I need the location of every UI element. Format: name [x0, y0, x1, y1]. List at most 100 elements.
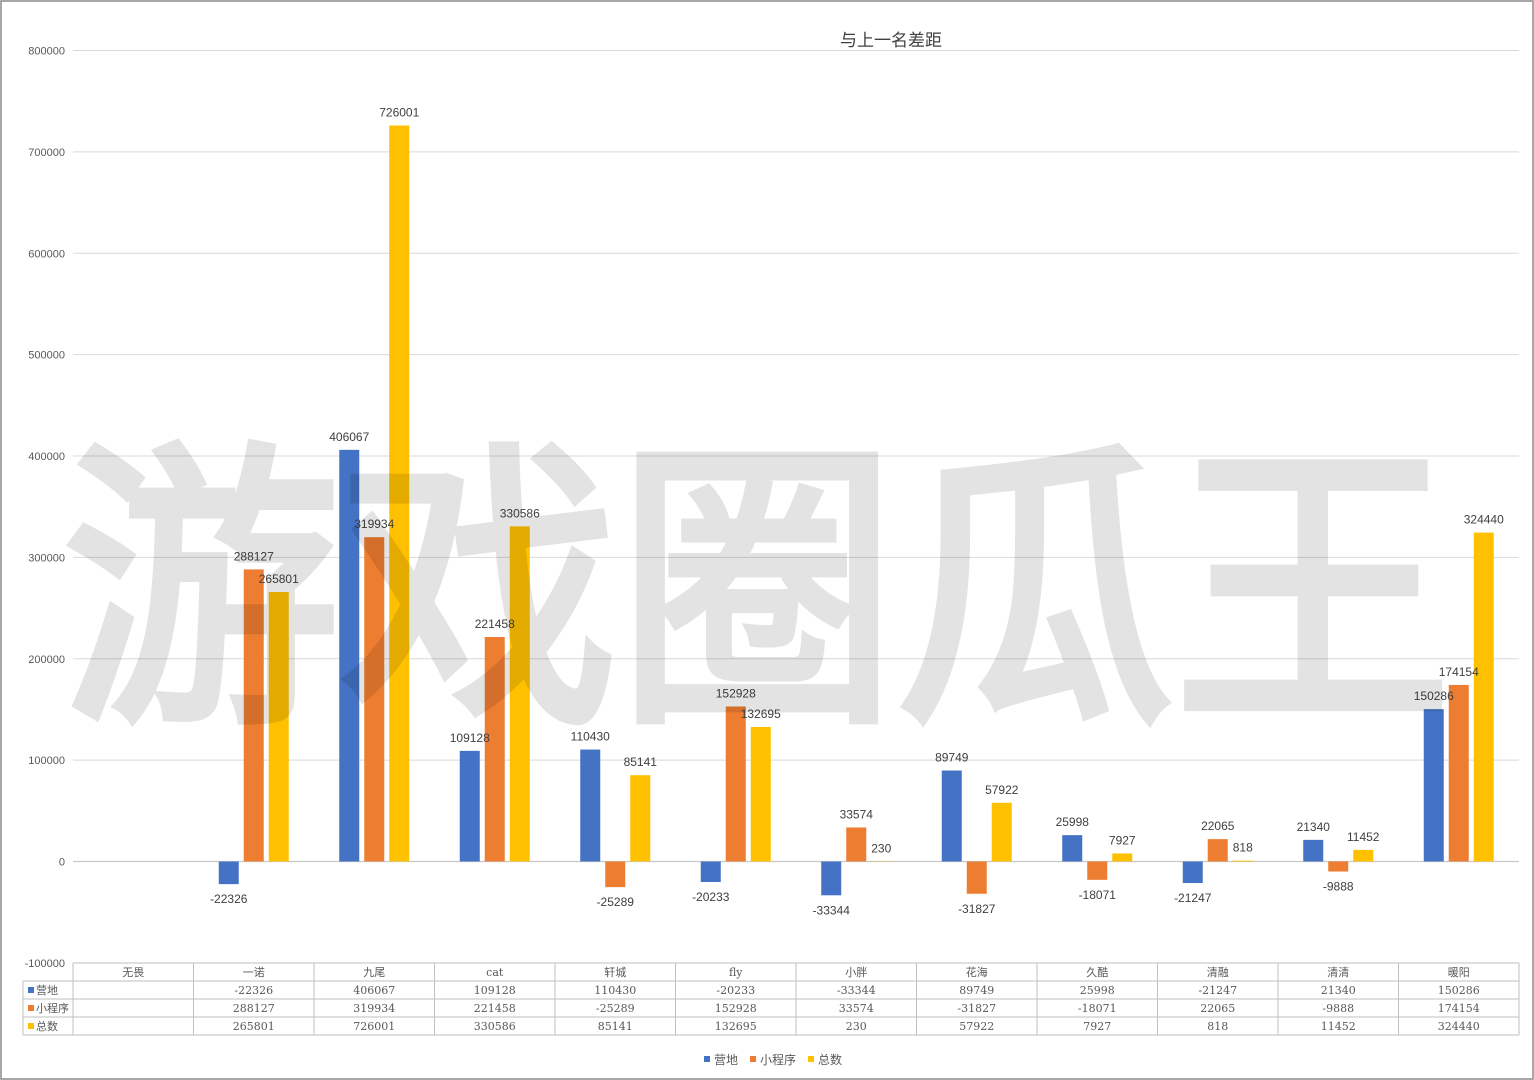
table-header-cell: 一诺	[243, 966, 265, 979]
table-cell: 109128	[474, 984, 516, 997]
bar	[243, 569, 264, 862]
bar	[1473, 532, 1494, 862]
y-tick-label: 700000	[28, 147, 65, 159]
y-axis: -100000 0 100000 200000 300000 400000 500000 60…	[25, 46, 65, 970]
table-header-cell: 九尾	[363, 966, 385, 979]
data-label: 330586	[500, 506, 540, 520]
y-tick-label: 500000	[28, 350, 65, 362]
y-tick-label: 200000	[28, 654, 65, 666]
table-cell: 85141	[598, 1020, 633, 1033]
legend: 营地 小程序 总数	[704, 1052, 842, 1067]
table-header-cell: fly	[729, 966, 743, 979]
bar	[580, 749, 601, 862]
data-label: -21247	[1174, 891, 1212, 905]
legend-key	[808, 1056, 815, 1062]
data-label: -22326	[210, 892, 248, 906]
bar	[1232, 860, 1253, 862]
bar	[218, 861, 239, 885]
bar	[1303, 839, 1324, 862]
table-cell: -33344	[837, 984, 876, 997]
watermark: 游戏圈瓜王	[62, 418, 1452, 767]
table-cell: 25998	[1080, 984, 1115, 997]
data-label: -25289	[597, 895, 635, 909]
table-series-name: 总数	[36, 1019, 58, 1033]
bar	[389, 125, 410, 862]
table-series-key	[28, 1023, 34, 1029]
legend-item: 总数	[818, 1052, 842, 1067]
bar	[1207, 839, 1228, 862]
table-cell: 726001	[353, 1020, 395, 1033]
data-label: 132695	[741, 707, 781, 721]
bar	[1062, 835, 1083, 862]
bar	[630, 775, 651, 862]
bar	[484, 636, 505, 862]
table-cell: 57922	[959, 1020, 994, 1033]
data-label: 152928	[716, 686, 756, 700]
data-label: 324440	[1464, 513, 1504, 527]
y-tick-label: 400000	[28, 451, 65, 463]
table-cell: 174154	[1438, 1002, 1480, 1015]
legend-item: 小程序	[760, 1052, 796, 1067]
data-label: -33344	[813, 903, 851, 917]
table-header-cell: 久酷	[1086, 966, 1108, 979]
chart-title: 与上一名差距	[840, 31, 942, 51]
table-cell: 89749	[959, 984, 994, 997]
legend-item: 营地	[714, 1053, 738, 1067]
bar	[1182, 861, 1203, 884]
legend-key	[704, 1056, 710, 1062]
table-cell: -31827	[957, 1002, 996, 1015]
data-label: 150286	[1414, 689, 1454, 703]
bar	[991, 802, 1012, 862]
table-header-cell: 轩城	[604, 965, 626, 979]
table-cell: -20233	[716, 984, 755, 997]
legend-key	[750, 1056, 757, 1062]
y-tick-label: -100000	[25, 958, 65, 970]
table-cell: 11452	[1321, 1020, 1356, 1033]
table-cell: 152928	[715, 1002, 757, 1015]
bar	[605, 861, 626, 888]
table-header-cell: 清清	[1327, 966, 1349, 979]
data-label: 174154	[1439, 665, 1479, 679]
data-label: 319934	[354, 517, 394, 531]
bar	[750, 726, 771, 862]
data-label: 288127	[234, 549, 274, 563]
table-cell: 319934	[353, 1002, 395, 1015]
bar	[509, 526, 530, 862]
data-label: 265801	[259, 572, 299, 586]
data-label: 406067	[329, 430, 369, 444]
table-cell: 288127	[233, 1002, 275, 1015]
bar	[1423, 709, 1444, 862]
bar-series	[218, 125, 1494, 896]
table-cell: 230	[846, 1020, 867, 1033]
table-header-cell: cat	[486, 966, 504, 979]
table-cell: 330586	[474, 1020, 516, 1033]
bar	[846, 827, 867, 862]
y-tick-label: 0	[59, 857, 65, 869]
bar	[364, 537, 385, 862]
y-tick-label: 100000	[28, 755, 65, 767]
table-cell: -25289	[596, 1002, 635, 1015]
y-tick-label: 600000	[28, 248, 65, 260]
data-label: 85141	[624, 755, 658, 769]
data-label: 21340	[1297, 820, 1331, 834]
table-cell: 221458	[474, 1002, 516, 1015]
table-cell: 33574	[839, 1002, 874, 1015]
table-cell: -22326	[234, 984, 273, 997]
bar	[1353, 849, 1374, 862]
bar	[725, 706, 746, 862]
data-label: 11452	[1347, 830, 1380, 844]
data-label: -9888	[1323, 880, 1354, 894]
bar	[339, 449, 360, 862]
bar	[700, 861, 721, 883]
bar	[821, 861, 842, 896]
table-cell: -21247	[1198, 984, 1237, 997]
data-label: 89749	[935, 751, 969, 765]
table-cell: 21340	[1321, 984, 1356, 997]
y-tick-label: 800000	[28, 46, 65, 58]
data-label: -31827	[958, 902, 996, 916]
bar	[459, 750, 480, 862]
table-cell: 7927	[1083, 1020, 1111, 1033]
data-label: 726001	[379, 106, 419, 120]
